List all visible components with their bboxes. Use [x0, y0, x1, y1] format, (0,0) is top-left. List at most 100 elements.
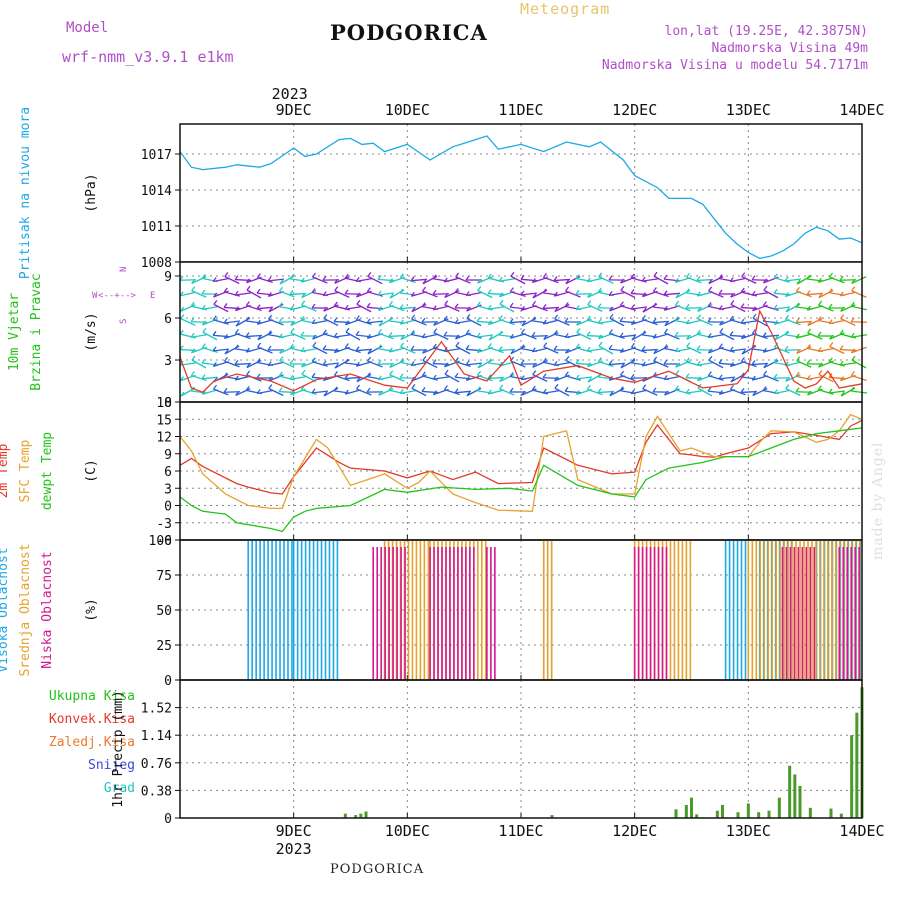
wind-barb-flag	[773, 319, 778, 325]
wind-barb	[708, 375, 724, 381]
wind-barb-flag	[762, 332, 767, 338]
wind-barb	[267, 278, 285, 282]
wind-barb-flag	[213, 384, 218, 390]
wind-barb	[367, 291, 383, 297]
wind-barb-flag	[630, 273, 635, 279]
wind-barb-flag	[817, 316, 822, 321]
wind-barb-flag	[355, 276, 360, 282]
wind-barb-flag	[432, 390, 437, 395]
wind-barb	[213, 388, 229, 396]
wind-barb-flag	[663, 274, 668, 280]
wind-barb	[521, 332, 537, 340]
wind-barb-flag	[597, 388, 602, 393]
wind-barb-flag	[311, 357, 316, 363]
wind-barb	[850, 321, 868, 323]
y-tick-label: 6	[164, 465, 172, 480]
wind-barb-flag	[730, 292, 735, 298]
wind-barb-flag	[598, 272, 603, 278]
wind-barb-flag	[773, 273, 778, 279]
wind-barb	[466, 291, 482, 297]
wind-barb-flag	[432, 359, 437, 364]
wind-barb	[180, 318, 196, 326]
wind-barb-flag	[289, 290, 294, 295]
wind-barb-flag	[355, 315, 360, 321]
wind-barb-flag	[289, 343, 294, 349]
wind-barb-flag	[828, 303, 833, 309]
wind-barb-flag	[487, 320, 492, 325]
wind-barb	[762, 334, 780, 338]
wind-barb-flag	[763, 363, 768, 369]
wind-barb-flag	[531, 385, 536, 391]
wind-barb-flag	[246, 370, 251, 376]
wind-barb	[565, 333, 581, 339]
precip-legend-item: Grad	[104, 781, 135, 796]
wind-barb-flag	[685, 303, 690, 309]
wind-barb	[290, 332, 306, 340]
wind-barb-flag	[301, 300, 306, 306]
wind-barb-flag	[608, 360, 613, 366]
wind-barb-flag	[422, 348, 427, 354]
wind-barb	[400, 331, 416, 341]
wind-barb-flag	[509, 302, 514, 308]
wind-barb-flag	[696, 276, 701, 281]
wind-barb-flag	[773, 358, 778, 364]
wind-barb-flag	[840, 314, 845, 320]
wind-barb	[851, 346, 867, 354]
wind-barb-flag	[223, 372, 228, 378]
wind-barb	[697, 318, 713, 326]
wind-barb-flag	[840, 391, 845, 397]
wind-barb	[389, 374, 405, 382]
wind-barb-flag	[388, 385, 393, 391]
wind-barb-flag	[389, 362, 394, 368]
wind-barb-flag	[729, 362, 734, 367]
wind-barb	[510, 275, 526, 285]
top-day-label: 13DEC	[726, 101, 771, 119]
wind-barb	[740, 320, 758, 324]
wind-barb	[554, 303, 570, 313]
wind-barb	[542, 292, 560, 296]
bottom-day-label: 13DEC	[726, 822, 771, 840]
wind-barb-flag	[697, 306, 702, 312]
wind-barb-flag	[433, 320, 438, 326]
wind-barb	[301, 304, 317, 312]
wind-barb-flag	[674, 347, 679, 353]
wind-barb-flag	[509, 387, 514, 393]
wind-barb	[785, 388, 801, 396]
compass-w: W	[92, 291, 98, 301]
bottom-day-label: 11DEC	[498, 822, 543, 840]
wind-barb-flag	[850, 301, 855, 307]
wind-barb	[510, 333, 526, 339]
wind-barb-flag	[851, 355, 856, 361]
wind-barb-flag	[257, 342, 262, 348]
wind-barb-flag	[752, 391, 757, 396]
wind-barb-flag	[795, 302, 800, 308]
panel-clouds: 0 25 50 75 100 Visoka Oblacnost Srednja Oblacn…	[0, 534, 863, 689]
wind-barb-flag	[389, 370, 394, 376]
wind-barb-flag	[795, 371, 800, 377]
precip-bar	[715, 810, 719, 818]
panel-pressure: 1008 1011 1014 1017 Pritisak na nivou mora (h…	[18, 107, 863, 279]
wind-barb-flag	[818, 369, 823, 375]
wind-barb-flag	[564, 317, 569, 323]
wind-barb	[432, 376, 450, 380]
wind-barb-flag	[806, 374, 811, 380]
wind-barb	[190, 390, 208, 394]
wind-barb-flag	[741, 349, 746, 355]
wind-barb-flag	[443, 315, 448, 321]
wind-barb-flag	[575, 390, 580, 395]
wind-barb	[301, 289, 317, 299]
wind-barb-flag	[818, 362, 823, 368]
wind-barb-flag	[289, 274, 294, 280]
wind-barb-flag	[201, 304, 206, 310]
wind-barb-flag	[829, 334, 834, 340]
precip-bar	[736, 812, 740, 818]
wind-barb-flag	[477, 278, 482, 284]
wind-barb-flag	[411, 307, 416, 313]
wind-barb-flag	[675, 300, 680, 306]
wind-barb-flag	[421, 333, 426, 339]
wind-barb	[499, 388, 515, 396]
wind-barb	[466, 317, 482, 327]
wind-barb	[554, 291, 570, 297]
precip-bar	[690, 797, 693, 818]
wind-barb-flag	[675, 362, 680, 368]
